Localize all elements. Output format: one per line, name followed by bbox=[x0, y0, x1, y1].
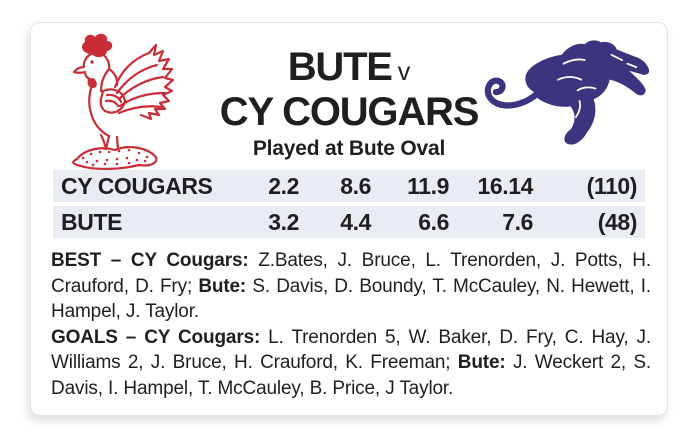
quarter-score-cell: 2.2 bbox=[268, 172, 299, 199]
home-team-name: BUTE bbox=[287, 45, 393, 89]
best-players-text: BEST – CY Cougars: Z.Bates, J. Bruce, L.… bbox=[51, 248, 651, 325]
team-name-cell: BUTE bbox=[61, 208, 123, 235]
bold-text-run: BEST – CY Cougars: bbox=[51, 250, 259, 271]
cougar-logo bbox=[484, 40, 650, 145]
quarter-score-cell: 8.6 bbox=[340, 172, 371, 199]
scoreboard-row: CY COUGARS 2.2 8.6 11.9 16.14 (110) bbox=[53, 170, 645, 202]
scoreboard: CY COUGARS 2.2 8.6 11.9 16.14 (110) BUTE 3.2 4.4… bbox=[53, 170, 645, 242]
bold-text-run: Bute: bbox=[198, 275, 253, 297]
quarter-score-cell: 3.2 bbox=[268, 208, 299, 235]
quarter-score-cell: 4.4 bbox=[340, 208, 371, 235]
total-score-cell: (48) bbox=[597, 208, 638, 235]
team-name-cell: CY COUGARS bbox=[61, 172, 213, 199]
match-summary-card: BUTE v CY COUGARS Played at Bute Oval CY … bbox=[30, 22, 668, 416]
bold-text-run: GOALS – CY Cougars: bbox=[51, 326, 269, 348]
away-team-name: CY COUGARS bbox=[219, 90, 480, 134]
quarter-score-cell: 7.6 bbox=[502, 208, 533, 235]
text-run: S. Davis, D. Boundy, T. McCauley, N. Hew… bbox=[51, 275, 651, 323]
text-run: L. Trenorden 5, W. Baker, D. Fry, C. Hay… bbox=[51, 326, 651, 374]
bold-text-run: Bute: bbox=[457, 352, 513, 373]
versus-label: v bbox=[397, 58, 411, 86]
venue-label: Played at Bute Oval bbox=[252, 137, 446, 160]
title-line-1: BUTE v bbox=[31, 47, 667, 92]
match-title-block: BUTE v CY COUGARS Played at Bute Oval bbox=[31, 47, 667, 161]
quarter-score-cell: 6.6 bbox=[418, 208, 449, 235]
quarter-score-cell: 16.14 bbox=[477, 172, 533, 199]
goal-scorers-text: GOALS – CY Cougars: L. Trenorden 5, W. B… bbox=[51, 325, 651, 402]
scoreboard-row: BUTE 3.2 4.4 6.6 7.6 (48) bbox=[53, 206, 645, 238]
total-score-cell: (110) bbox=[586, 172, 638, 199]
rooster-logo bbox=[72, 33, 175, 170]
match-report-text: BEST – CY Cougars: Z.Bates, J. Bruce, L.… bbox=[51, 248, 651, 401]
text-run: J. Weckert 2, S. Davis, I. Hampel, T. Mc… bbox=[51, 352, 652, 399]
quarter-score-cell: 11.9 bbox=[407, 172, 449, 199]
text-run: Z.Bates, J. Bruce, L. Trenorden, J. Pott… bbox=[51, 250, 651, 297]
